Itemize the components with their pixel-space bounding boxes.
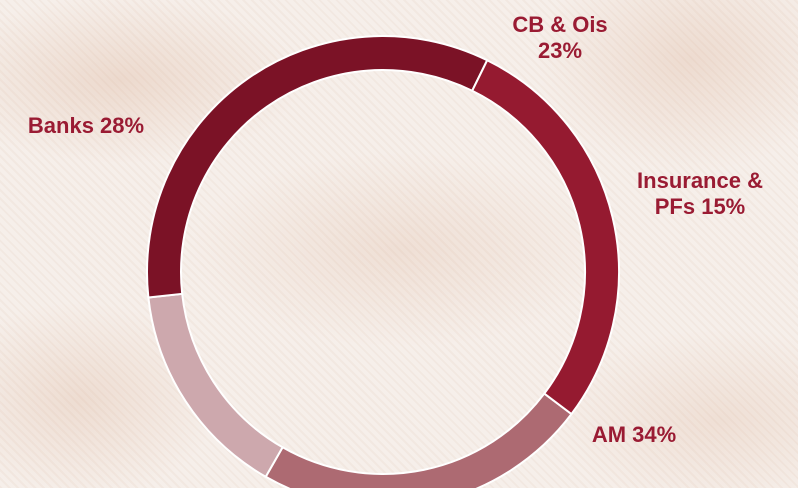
slice-insurance-and-pfs xyxy=(147,292,284,479)
label-banks: Banks 28% xyxy=(28,113,144,138)
label-am: AM 34% xyxy=(592,422,676,447)
label-cb-and-ois: CB & Ois 23% xyxy=(512,12,607,63)
label-insurance-and-pfs: Insurance & PFs 15% xyxy=(637,168,763,219)
slice-cb-and-ois xyxy=(264,392,573,488)
label-line: AM 34% xyxy=(592,422,676,447)
label-line: Insurance & xyxy=(637,168,763,193)
label-line: Banks 28% xyxy=(28,113,144,138)
slice-am xyxy=(146,35,489,299)
label-line: 23% xyxy=(538,38,582,63)
label-line: PFs 15% xyxy=(655,194,746,219)
slice-banks xyxy=(470,58,620,416)
label-line: CB & Ois xyxy=(512,12,607,37)
